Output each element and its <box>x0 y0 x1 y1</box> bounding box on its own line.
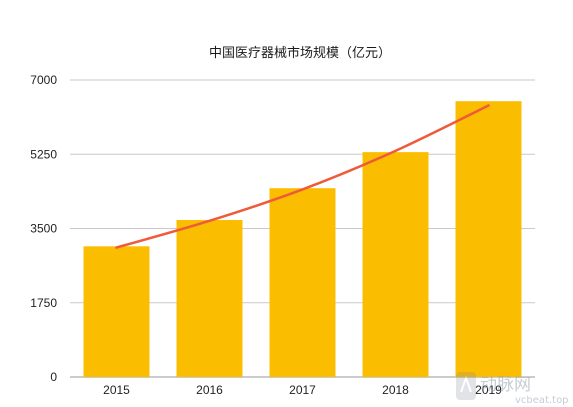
chart-title: 中国医疗器械市场规模（亿元） <box>209 45 391 61</box>
x-tick-label: 2017 <box>289 383 316 397</box>
y-tick-label: 3500 <box>30 222 57 236</box>
bar-2016 <box>176 220 243 377</box>
trendline-curve <box>115 104 490 249</box>
y-tick-label: 5250 <box>30 147 57 161</box>
x-tick-label: 2018 <box>382 383 409 397</box>
x-axis-ticks: 2015 2016 2017 2018 2019 <box>103 383 502 397</box>
watermark-brand: 动脉网 <box>480 375 531 395</box>
trendline <box>115 104 490 249</box>
y-tick-label: 1750 <box>30 296 57 310</box>
bar-2019 <box>455 101 522 377</box>
x-tick-label: 2015 <box>103 383 130 397</box>
y-tick-label: 0 <box>50 370 57 384</box>
bar-2015 <box>83 246 150 377</box>
watermark-site: vcbeat.top <box>515 395 569 406</box>
y-tick-label: 7000 <box>30 73 57 87</box>
watermark: 动脉网 vcbeat.top <box>456 372 569 406</box>
bars <box>83 101 522 377</box>
watermark-logo-icon <box>456 372 476 400</box>
bar-2018 <box>362 152 429 377</box>
x-tick-label: 2019 <box>475 383 502 397</box>
bar-2017 <box>269 188 336 377</box>
y-axis-ticks: 0 1750 3500 5250 7000 <box>30 73 57 384</box>
x-tick-label: 2016 <box>196 383 223 397</box>
